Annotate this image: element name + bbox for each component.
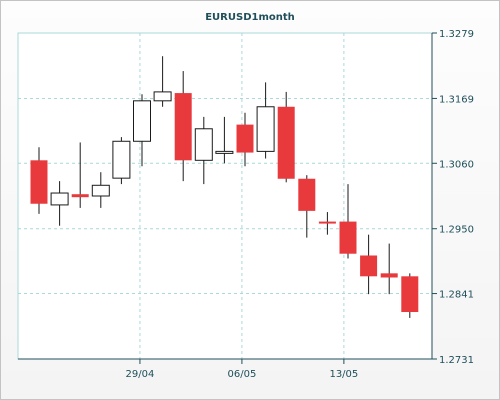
- candle: [256, 82, 275, 159]
- candles: [30, 56, 419, 318]
- x-tick-label: 29/04: [126, 369, 155, 380]
- candle: [215, 116, 234, 164]
- candle-body-up: [133, 100, 151, 142]
- x-tick-label: 06/05: [227, 369, 256, 380]
- candle: [298, 175, 316, 238]
- x-tick-label: 13/05: [329, 369, 358, 380]
- candle-body-down: [174, 93, 192, 161]
- y-tick-label: 1.2841: [439, 290, 474, 301]
- candle-body-down: [318, 221, 336, 224]
- candle-body-up: [91, 184, 110, 197]
- axes: 1.3279 1.3169 1.3060 1.2950 1.2841 1.2731 29/0…: [18, 29, 474, 380]
- candle-body-up: [256, 106, 275, 152]
- candle-body-up: [194, 128, 213, 161]
- candle: [71, 142, 89, 208]
- candle-body-up: [50, 192, 69, 206]
- candle: [401, 273, 419, 318]
- y-tick-label: 1.3169: [439, 94, 474, 105]
- candle: [380, 243, 398, 295]
- candle: [133, 94, 151, 167]
- candle: [236, 112, 254, 167]
- candle-body-down: [71, 194, 89, 198]
- y-tick-label: 1.3279: [439, 29, 474, 40]
- candle: [30, 147, 48, 214]
- candle-body-down: [339, 221, 357, 254]
- y-tick-label: 1.2950: [439, 225, 474, 236]
- candle: [91, 172, 110, 208]
- grid-lines: [18, 33, 432, 359]
- y-tick-label: 1.3060: [439, 159, 474, 170]
- candle: [153, 56, 172, 107]
- candle: [174, 71, 192, 182]
- candle: [112, 137, 131, 185]
- candle-body-up: [112, 140, 131, 179]
- candle-body-down: [401, 276, 419, 313]
- candle: [318, 212, 336, 235]
- candle-body-down: [236, 124, 254, 153]
- candle-body-down: [277, 106, 295, 179]
- candle: [339, 184, 357, 259]
- candle-body-up: [215, 150, 234, 154]
- candle-body-down: [30, 160, 48, 204]
- candle-body-down: [298, 178, 316, 211]
- candle-body-down: [380, 273, 398, 278]
- candle: [277, 91, 295, 183]
- chart-title: EURUSD1month: [205, 12, 295, 23]
- candle: [360, 234, 378, 295]
- candle: [50, 181, 69, 226]
- candle-body-up: [153, 91, 172, 102]
- y-tick-label: 1.2731: [439, 355, 474, 366]
- candle-body-down: [360, 255, 378, 277]
- candle: [194, 116, 213, 185]
